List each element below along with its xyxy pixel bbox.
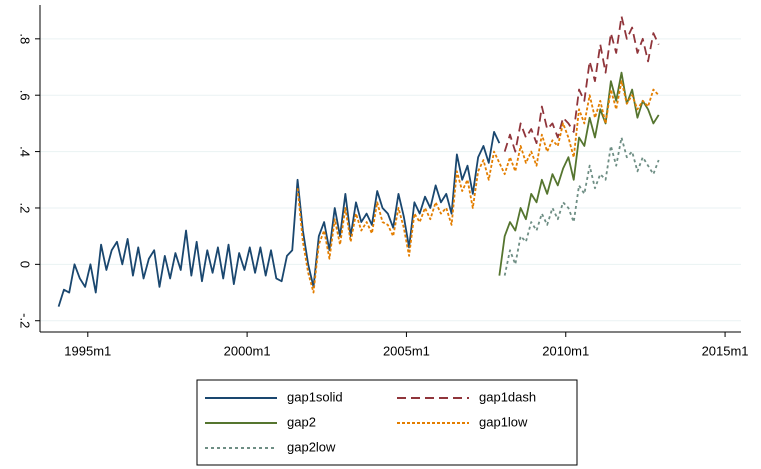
y-tick-label: .2 (18, 203, 33, 214)
y-tick-label: .8 (18, 33, 33, 44)
y-tick-label: .6 (18, 90, 33, 101)
axes: -.2 0 .2 .4 .6 .8 1995m1 2000m1 2005m1 2010m1 2015… (18, 5, 749, 358)
y-tick-label: -.2 (18, 313, 33, 328)
legend-label: gap2 (287, 414, 316, 429)
series-line (498, 71, 660, 276)
series-line (57, 130, 501, 307)
plot-lines (57, 15, 660, 307)
x-tick-label: 2000m1 (224, 343, 271, 358)
legend-label: gap2low (287, 439, 336, 454)
x-tick-label: 2015m1 (702, 343, 749, 358)
legend-label: gap1solid (287, 389, 343, 404)
y-tick-label: .4 (18, 146, 33, 157)
series-line (503, 136, 660, 276)
x-tick-label: 2005m1 (383, 343, 430, 358)
legend: gap1solid gap1dash gap2 gap1low gap2low (196, 379, 578, 466)
x-tick-label: 2010m1 (542, 343, 589, 358)
legend-label: gap1low (479, 414, 528, 429)
series-line (296, 80, 660, 294)
x-tick-label: 1995m1 (64, 343, 111, 358)
y-tick-label: 0 (18, 261, 33, 268)
legend-label: gap1dash (479, 389, 536, 404)
series-line (503, 15, 660, 153)
